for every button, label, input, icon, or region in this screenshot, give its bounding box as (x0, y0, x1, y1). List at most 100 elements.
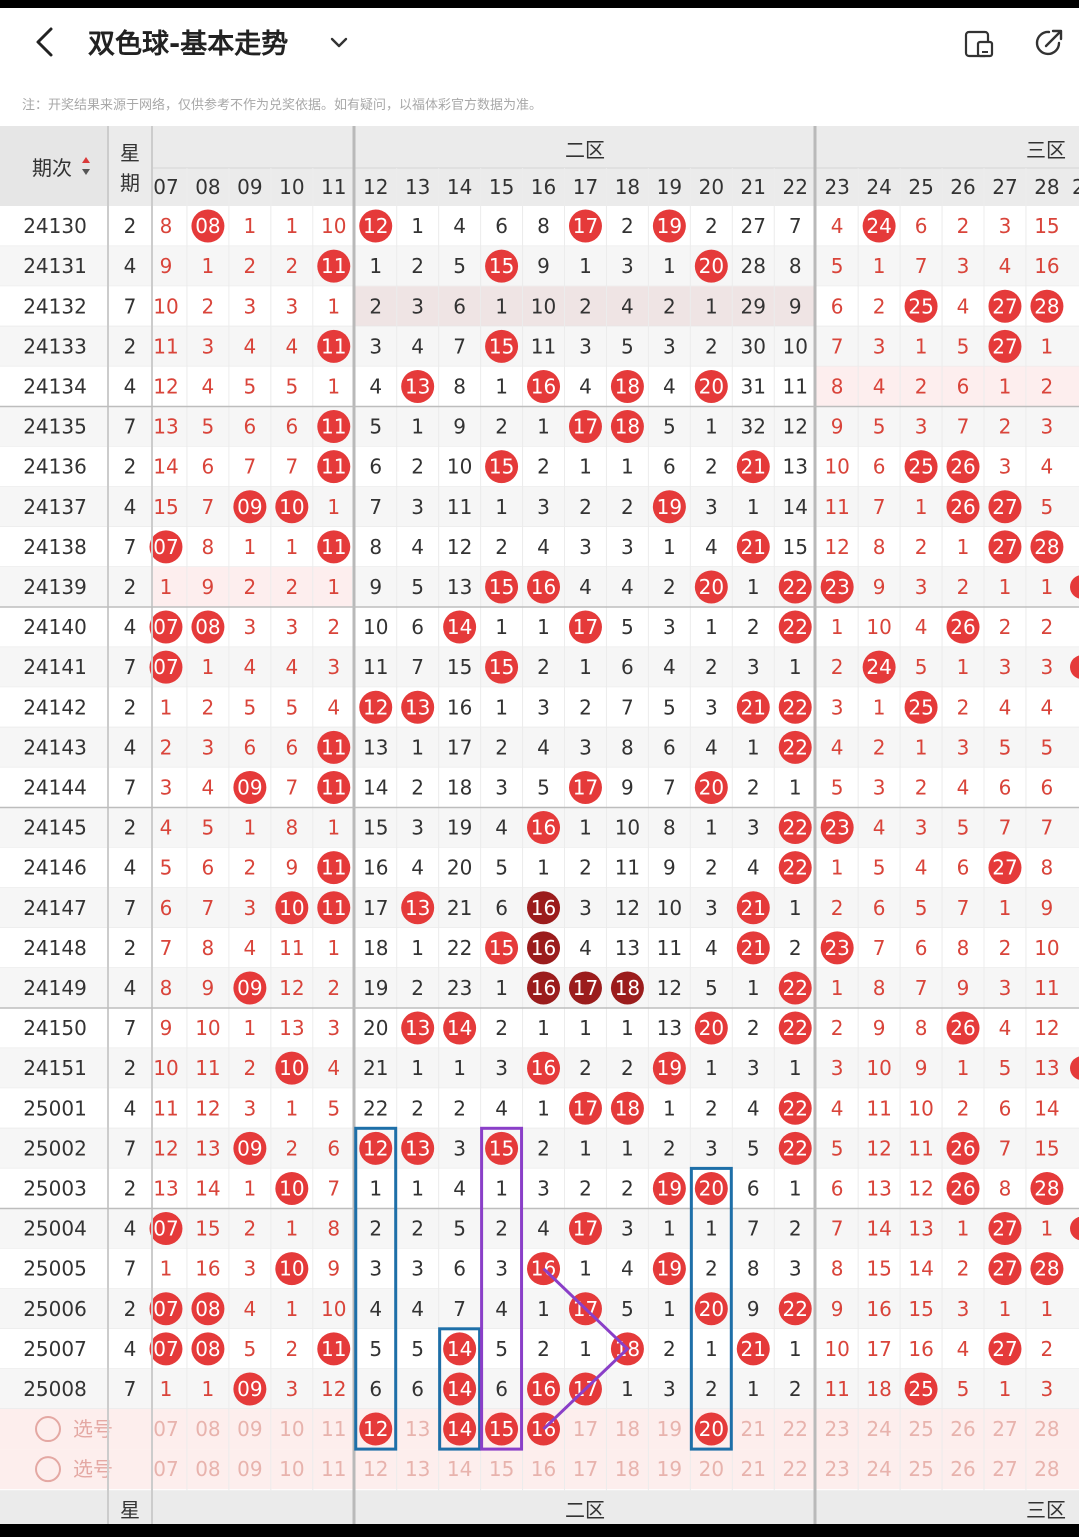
number-ball[interactable] (820, 931, 854, 965)
number-ball[interactable] (610, 410, 644, 444)
number-ball[interactable] (946, 1131, 980, 1165)
number-ball[interactable] (401, 369, 435, 403)
table-row[interactable]: 24144 7 3 4 09 7 11 14 2 18 3 5 17 9 7 20 2 1 5 3 2 4 6 6 (0, 767, 1079, 808)
number-ball[interactable] (820, 570, 854, 604)
number-ball[interactable] (568, 610, 602, 644)
number-ball[interactable] (443, 1372, 477, 1406)
selected-ball[interactable] (359, 1412, 393, 1446)
number-ball[interactable] (568, 410, 602, 444)
number-ball[interactable] (401, 690, 435, 724)
number-ball[interactable] (820, 811, 854, 845)
number-ball[interactable] (988, 1212, 1022, 1246)
number-ball[interactable] (652, 490, 686, 524)
number-ball[interactable] (988, 289, 1022, 323)
number-ball[interactable] (988, 1332, 1022, 1366)
table-row[interactable]: 24141 7 07 1 4 4 3 11 7 15 15 2 1 6 4 2 3 1 2 24 5 1 3 3 (0, 647, 1079, 688)
table-row[interactable]: 24147 7 6 7 3 10 11 17 13 21 6 16 3 12 10 3 21 1 2 6 5 7 1 9 (0, 887, 1079, 929)
number-ball[interactable] (778, 1131, 812, 1165)
number-ball[interactable] (694, 1171, 728, 1205)
number-ball[interactable] (317, 450, 351, 484)
number-ball[interactable] (736, 891, 770, 925)
number-ball[interactable] (652, 1051, 686, 1085)
number-ball[interactable] (485, 1131, 519, 1165)
table-row[interactable]: 24149 4 8 9 09 12 2 19 2 23 1 16 17 18 12 5 1 22 1 8 7 9 3 11 (0, 967, 1079, 1009)
number-ball[interactable] (904, 690, 938, 724)
number-ball[interactable] (988, 329, 1022, 363)
number-ball[interactable] (736, 450, 770, 484)
number-ball[interactable] (904, 1372, 938, 1406)
number-ball[interactable] (275, 1171, 309, 1205)
number-ball[interactable] (694, 1011, 728, 1045)
number-ball[interactable] (610, 1091, 644, 1125)
number-ball[interactable] (778, 811, 812, 845)
number-ball[interactable] (568, 1212, 602, 1246)
table-row[interactable]: 24148 2 7 8 4 11 1 18 1 22 15 16 4 13 11 4 21 2 23 7 6 8 2 10 (0, 927, 1079, 969)
select-row[interactable]: 选号 07 08 09 10 11 12 13 14 15 16 17 18 19 20 21 22 23 24 25… (0, 1409, 1079, 1450)
number-ball[interactable] (946, 1011, 980, 1045)
number-ball[interactable] (862, 650, 896, 684)
number-ball[interactable] (988, 490, 1022, 524)
number-ball[interactable] (652, 209, 686, 243)
number-ball[interactable] (988, 851, 1022, 885)
number-ball[interactable] (904, 289, 938, 323)
number-ball[interactable] (946, 490, 980, 524)
number-ball[interactable] (275, 490, 309, 524)
number-ball[interactable] (317, 530, 351, 564)
share-icon[interactable] (1032, 26, 1066, 60)
number-ball[interactable] (485, 650, 519, 684)
sort-down-icon[interactable] (82, 169, 90, 175)
number-ball[interactable] (359, 1131, 393, 1165)
number-ball[interactable] (443, 1011, 477, 1045)
number-ball[interactable] (317, 410, 351, 444)
number-ball[interactable] (527, 1051, 561, 1085)
number-ball[interactable] (485, 570, 519, 604)
number-ball[interactable] (904, 450, 938, 484)
number-ball[interactable] (694, 570, 728, 604)
number-ball[interactable] (233, 1372, 267, 1406)
number-ball[interactable] (610, 369, 644, 403)
number-ball[interactable] (485, 931, 519, 965)
table-row[interactable]: 24150 7 9 10 1 13 3 20 13 14 2 1 1 1 13 20 2 22 2 9 8 26 4 12 (0, 1008, 1079, 1049)
table-row[interactable]: 24145 2 4 5 1 8 1 15 3 19 4 16 1 10 8 1 3 22 23 4 3 5 7 7 (0, 807, 1079, 849)
number-ball[interactable] (233, 1131, 267, 1165)
number-ball[interactable] (317, 1332, 351, 1366)
number-ball[interactable] (317, 851, 351, 885)
number-ball[interactable] (527, 369, 561, 403)
page-title[interactable]: 双色球-基本走势 (88, 29, 289, 60)
number-ball[interactable] (778, 610, 812, 644)
number-ball[interactable] (485, 450, 519, 484)
number-ball[interactable] (694, 369, 728, 403)
number-ball[interactable] (862, 209, 896, 243)
number-ball[interactable] (149, 1292, 183, 1326)
number-ball[interactable] (149, 1332, 183, 1366)
number-ball[interactable] (988, 1252, 1022, 1286)
number-ball[interactable] (317, 249, 351, 283)
number-ball[interactable] (527, 1372, 561, 1406)
number-ball[interactable] (527, 570, 561, 604)
number-ball[interactable] (736, 530, 770, 564)
table-row[interactable]: 24146 4 5 6 2 9 11 16 4 20 5 1 2 11 9 2 4 22 1 5 4 6 27 8 (0, 847, 1079, 889)
number-ball[interactable] (275, 1252, 309, 1286)
table-row[interactable]: 24131 4 9 1 2 2 11 1 2 5 15 9 1 3 1 20 28 8 5 1 7 3 4 16 (0, 246, 1079, 287)
selected-ball[interactable] (694, 1412, 728, 1446)
number-ball[interactable] (275, 1051, 309, 1085)
number-ball[interactable] (233, 770, 267, 804)
number-ball[interactable] (317, 730, 351, 764)
table-row[interactable]: 24140 4 07 08 3 3 2 10 6 14 1 1 17 5 3 1 2 22 1 10 4 26 2 2 (0, 607, 1079, 648)
number-ball[interactable] (778, 971, 812, 1005)
number-ball[interactable] (610, 971, 644, 1005)
table-row[interactable]: 25004 4 07 15 2 1 8 2 2 5 2 4 17 3 1 1 7 2 7 14 13 1 27 1 (0, 1208, 1079, 1250)
number-ball[interactable] (527, 811, 561, 845)
number-ball[interactable] (191, 610, 225, 644)
table-row[interactable]: 24134 4 12 4 5 5 1 4 13 8 1 16 4 18 4 20 31 11 8 4 2 6 1 2 (0, 366, 1079, 407)
number-ball[interactable] (778, 730, 812, 764)
table-row[interactable]: 24137 4 15 7 09 10 1 7 3 11 1 3 2 2 19 3 1 14 11 7 1 26 27 5 (0, 486, 1079, 528)
number-ball[interactable] (401, 891, 435, 925)
number-ball[interactable] (778, 1011, 812, 1045)
table-row[interactable]: 24151 2 10 11 2 10 4 21 1 1 3 16 2 2 19 1 3 1 3 10 9 1 5 13 (0, 1048, 1079, 1089)
table-row[interactable]: 24136 2 14 6 7 7 11 6 2 10 15 2 1 1 6 2 21 13 10 6 25 26 3 4 (0, 446, 1079, 488)
number-ball[interactable] (527, 971, 561, 1005)
number-ball[interactable] (652, 1171, 686, 1205)
table-row[interactable]: 24130 2 8 08 1 1 10 12 1 4 6 8 17 2 19 2 27 7 4 24 6 2 3 15 (0, 206, 1079, 247)
table-row[interactable]: 25002 7 12 13 09 2 6 12 13 3 15 2 1 1 2 3 5 22 5 12 11 26 7 15 (0, 1128, 1079, 1169)
